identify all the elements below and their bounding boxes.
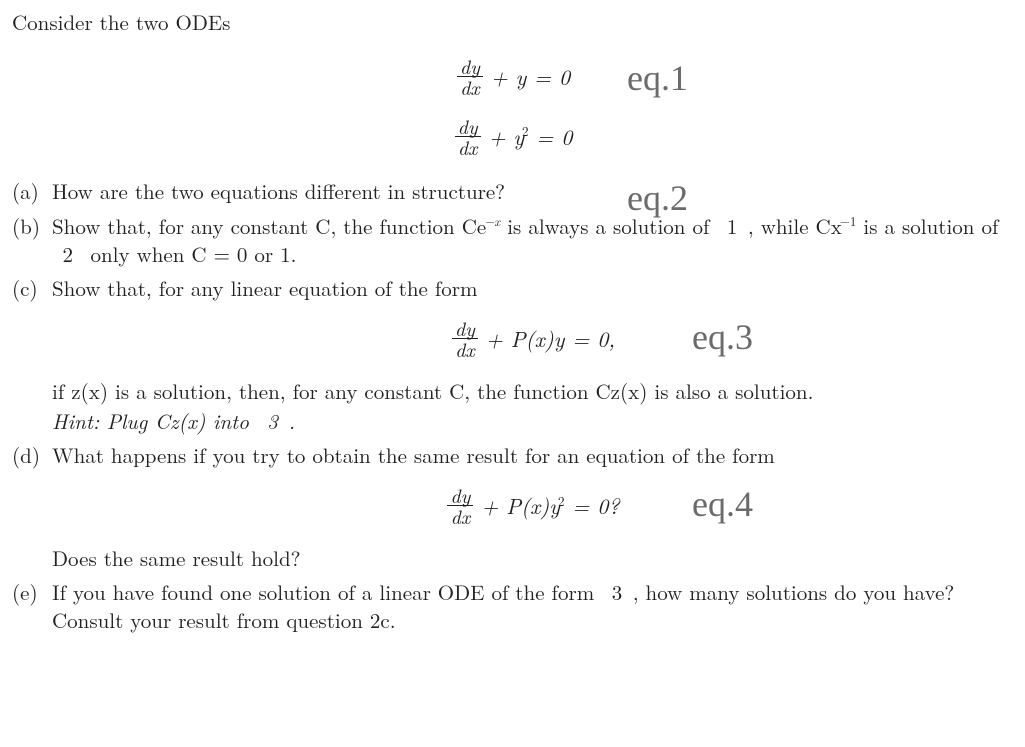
eq4-math: dy dx + P(x)y2 = 0?	[445, 485, 619, 526]
eq1-hand-label: eq.1	[627, 54, 688, 103]
eq4-line: dy dx + P(x)y2 = 0? eq.4	[52, 476, 1013, 536]
item-c-hint: Hint: Plug Cz(x) into 3 .	[52, 406, 295, 436]
eq2-frac: dy dx	[455, 116, 481, 157]
eq2-line: dy dx + y2 = 0 eq.2	[12, 106, 1013, 166]
item-e: (e) If you have found one solution of a …	[12, 575, 1013, 638]
eq2-rest: + y2 = 0	[489, 122, 573, 152]
item-c-label: (c)	[12, 274, 52, 435]
item-e-label: (e)	[12, 578, 52, 635]
eq2-den: dx	[455, 137, 481, 157]
item-b-body: Show that, for any constant C, the funct…	[52, 212, 1013, 269]
item-c-text: Show that, for any linear equation of th…	[52, 273, 477, 303]
eq3-math: dy dx + P(x)y = 0,	[450, 318, 615, 359]
item-b-label: (b)	[12, 212, 52, 269]
item-a-label: (a)	[12, 177, 52, 205]
eq1-frac: dy dx	[457, 56, 483, 97]
item-c: (c) Show that, for any linear equation o…	[12, 271, 1013, 438]
eq1-rest: + y = 0	[491, 62, 570, 92]
item-d-text: What happens if you try to obtain the sa…	[52, 440, 775, 470]
eq3-hand-label: eq.3	[692, 313, 753, 362]
eq3-frac: dy dx	[452, 318, 478, 359]
item-d: (d) What happens if you try to obtain th…	[12, 438, 1013, 575]
item-d-after: Does the same result hold?	[52, 544, 1013, 572]
eq3-line: dy dx + P(x)y = 0, eq.3	[52, 309, 1013, 369]
eq4-hand-label: eq.4	[692, 480, 753, 529]
eq2-math: dy dx + y2 = 0	[453, 116, 573, 157]
question-list: (a) How are the two equations different …	[12, 174, 1013, 637]
eq3-block: dy dx + P(x)y = 0, eq.3	[52, 309, 1013, 369]
item-c-after1: if z(x) is a solution, then, for any con…	[52, 377, 1013, 405]
item-b: (b) Show that, for any constant C, the f…	[12, 209, 1013, 272]
item-d-body: What happens if you try to obtain the sa…	[52, 441, 1013, 572]
eq1-line: dy dx + y = 0 eq.1	[12, 46, 1013, 106]
item-a: (a) How are the two equations different …	[12, 174, 1013, 208]
eq1-math: dy dx + y = 0	[455, 56, 570, 97]
eq1-den: dx	[457, 77, 483, 97]
eq2-hand-label: eq.2	[627, 174, 688, 223]
eq4-block: dy dx + P(x)y2 = 0? eq.4	[52, 476, 1013, 536]
item-a-body: How are the two equations different in s…	[52, 177, 1013, 205]
equations-intro-block: dy dx + y = 0 eq.1 dy dx + y2 = 0 eq.2	[12, 46, 1013, 166]
eq4-frac: dy dx	[447, 485, 473, 526]
intro-text: Consider the two ODEs	[12, 8, 1013, 36]
page-root: Consider the two ODEs dy dx + y = 0 eq.1…	[0, 0, 1025, 658]
eq4-rest: + P(x)y2 = 0?	[481, 491, 619, 521]
item-e-body: If you have found one solution of a line…	[52, 578, 1013, 635]
item-c-body: Show that, for any linear equation of th…	[52, 274, 1013, 435]
item-d-label: (d)	[12, 441, 52, 572]
